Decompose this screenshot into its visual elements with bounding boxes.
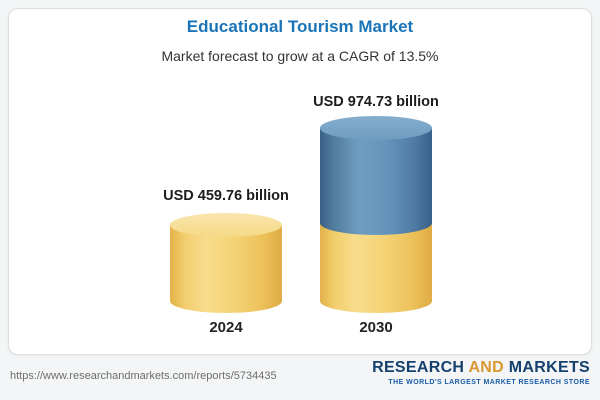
chart-card [8,8,592,355]
logo-word-and: AND [468,359,505,376]
chart-title: Educational Tourism Market [186,17,414,36]
logo-tagline: THE WORLD'S LARGEST MARKET RESEARCH STOR… [388,378,590,386]
bar-2030-base-segment [320,223,432,313]
axis-label-2024: 2024 [209,319,243,336]
chart-subtitle: Market forecast to grow at a CAGR of 13.… [161,48,439,64]
bar-2030-top-cap [320,116,432,140]
logo-wordmark: RESEARCH AND MARKETS [372,359,590,377]
axis-label-2030: 2030 [359,319,393,336]
value-label-2030: USD 974.73 billion [313,94,439,110]
bar-2030-cylinder [320,116,432,313]
report-url-text: https://www.researchandmarkets.com/repor… [10,370,277,382]
bar-2024-top-cap [170,213,282,237]
bar-2024-cylinder [170,213,282,313]
bar-2024-body [170,225,282,313]
company-logo: RESEARCH AND MARKETS THE WORLD'S LARGEST… [372,359,590,386]
value-label-2024: USD 459.76 billion [163,188,289,204]
bar-2030-growth-segment [320,128,432,235]
logo-word-research: RESEARCH [372,359,465,376]
logo-word-markets: MARKETS [508,359,590,376]
